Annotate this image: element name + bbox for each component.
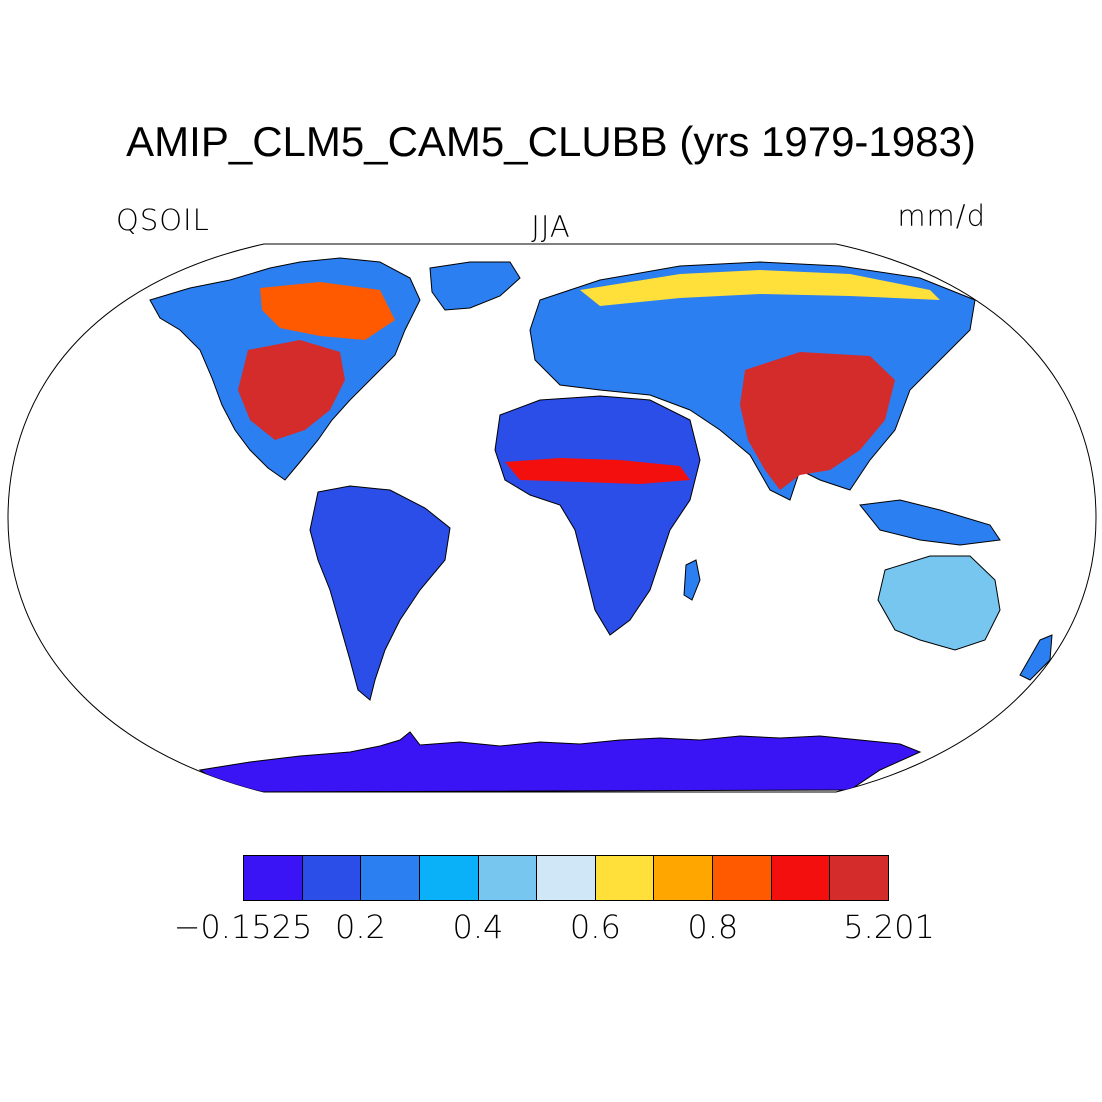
sahel-band	[505, 458, 690, 484]
africa-region	[494, 395, 701, 636]
madagascar-region	[683, 559, 701, 601]
colorbar-tick-label: 0.8	[687, 908, 739, 946]
australia-region	[877, 555, 1001, 651]
greenland-region	[429, 261, 521, 311]
colorbar-box	[830, 856, 889, 900]
colorbar-box	[478, 856, 538, 900]
canada-hotspot	[260, 282, 395, 340]
colorbar-box	[537, 856, 596, 900]
colorbar-tick-label: −0.1525	[173, 908, 313, 946]
colorbar-box	[302, 856, 362, 900]
season-label: JJA	[531, 210, 571, 244]
variable-label: QSOIL	[116, 203, 210, 237]
colorbar	[243, 855, 889, 901]
colorbar-box	[361, 856, 420, 900]
colorbar-tick-label: 0.6	[569, 908, 621, 946]
colorbar-tick-label: 0.2	[335, 908, 386, 946]
usa-hotspot	[238, 340, 345, 440]
south-america-region	[309, 485, 451, 701]
colorbar-box	[771, 856, 831, 900]
north-eurasia-band	[580, 270, 940, 306]
map-title: AMIP_CLM5_CAM5_CLUBB (yrs 1979-1983)	[126, 118, 976, 165]
colorbar-box	[244, 856, 303, 900]
colorbar-tick-label: 0.4	[452, 908, 504, 946]
colorbar-tick-label: 5.201	[843, 908, 935, 946]
antarctica-region	[198, 731, 922, 792]
colorbar-box	[595, 856, 655, 900]
units-label: mm/d	[897, 199, 986, 233]
colorbar-box	[419, 856, 479, 900]
india-china-hotspot	[740, 352, 895, 490]
colorbar-box	[713, 856, 772, 900]
southeast-asia-region	[859, 499, 1001, 546]
colorbar-box	[654, 856, 714, 900]
new-zealand-region	[1019, 634, 1053, 681]
